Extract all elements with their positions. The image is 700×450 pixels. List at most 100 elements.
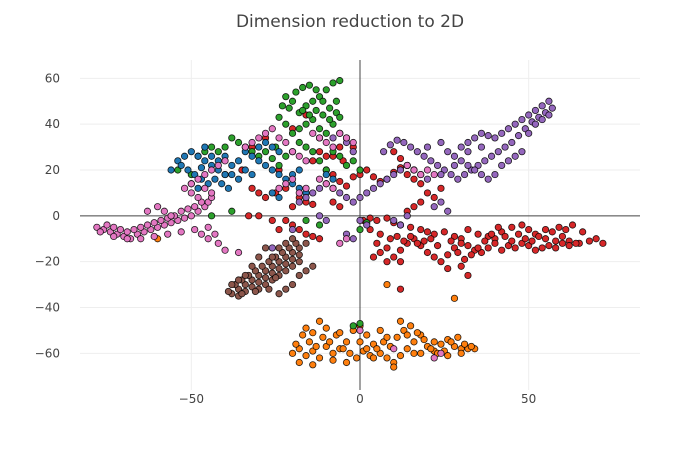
data-point <box>417 180 425 188</box>
data-point <box>356 319 364 328</box>
data-point <box>194 175 202 183</box>
data-point <box>430 354 438 362</box>
data-point <box>464 161 472 170</box>
data-point <box>295 189 303 197</box>
data-point <box>268 154 276 163</box>
data-point <box>349 173 357 181</box>
data-point <box>396 246 405 254</box>
data-point <box>383 244 391 252</box>
data-point <box>312 342 320 351</box>
data-point <box>535 232 543 241</box>
data-point <box>275 170 283 179</box>
data-point <box>261 129 270 137</box>
data-point <box>194 152 202 160</box>
data-point <box>228 170 236 179</box>
data-point <box>187 180 195 188</box>
data-point <box>481 237 489 245</box>
data-point <box>261 161 270 170</box>
series-6 <box>93 125 445 362</box>
data-point <box>342 235 351 243</box>
data-point <box>305 338 313 346</box>
data-point <box>207 189 216 197</box>
data-point <box>508 237 516 245</box>
data-point <box>336 239 344 247</box>
data-point <box>403 345 411 353</box>
data-point <box>440 228 448 236</box>
data-point <box>346 349 354 357</box>
data-point <box>194 184 202 192</box>
data-point <box>369 354 378 362</box>
data-point <box>322 86 330 94</box>
data-point <box>305 111 313 119</box>
data-point <box>501 232 509 241</box>
data-point <box>261 274 270 282</box>
y-tick-label: −60 <box>35 346 60 360</box>
data-point <box>191 203 199 211</box>
data-point <box>558 239 567 247</box>
data-point <box>342 338 351 346</box>
data-point <box>369 253 378 261</box>
y-tick-label: 0 <box>52 209 60 223</box>
data-point <box>336 203 344 211</box>
data-point <box>329 134 337 142</box>
data-point <box>295 225 303 234</box>
data-point <box>315 157 324 165</box>
data-point <box>322 138 330 147</box>
data-point <box>282 239 290 247</box>
data-point <box>336 77 344 85</box>
data-point <box>221 157 229 165</box>
data-point <box>417 349 425 357</box>
data-point <box>255 134 263 142</box>
data-point <box>444 352 452 360</box>
data-point <box>369 184 378 192</box>
data-point <box>248 170 256 179</box>
data-point <box>504 125 513 133</box>
data-point <box>565 242 573 250</box>
data-point <box>592 235 600 243</box>
data-point <box>410 338 418 346</box>
data-point <box>214 148 222 156</box>
data-point <box>234 138 243 147</box>
data-point <box>315 354 324 362</box>
data-point <box>457 262 465 270</box>
data-point <box>579 228 587 236</box>
data-point <box>336 189 344 197</box>
data-point <box>130 225 138 234</box>
data-point <box>444 264 452 273</box>
data-point <box>437 258 445 266</box>
data-point <box>275 134 283 142</box>
data-point <box>116 225 125 234</box>
data-point <box>417 170 425 179</box>
data-point <box>454 333 462 341</box>
data-point <box>386 235 394 243</box>
data-point <box>437 349 445 357</box>
data-point <box>180 184 189 192</box>
data-point <box>538 244 546 252</box>
data-point <box>457 349 465 357</box>
data-point <box>484 132 492 140</box>
data-point <box>288 148 297 156</box>
data-point <box>444 148 452 156</box>
data-point <box>525 225 533 234</box>
data-point <box>302 184 310 192</box>
data-point <box>477 170 486 179</box>
y-tick-label: −20 <box>35 255 60 269</box>
data-point <box>177 228 185 236</box>
data-point <box>349 157 357 165</box>
data-point <box>356 216 364 225</box>
data-point <box>180 214 189 222</box>
data-point <box>393 232 401 241</box>
data-point <box>329 356 337 364</box>
data-point <box>460 170 469 179</box>
data-point <box>184 205 192 213</box>
data-point <box>336 329 344 337</box>
data-point <box>474 230 482 238</box>
data-point <box>201 143 209 151</box>
data-point <box>302 216 310 225</box>
data-point <box>295 258 303 266</box>
data-point <box>447 338 455 346</box>
data-point <box>201 184 209 192</box>
data-point <box>407 322 415 330</box>
data-point <box>110 232 118 241</box>
